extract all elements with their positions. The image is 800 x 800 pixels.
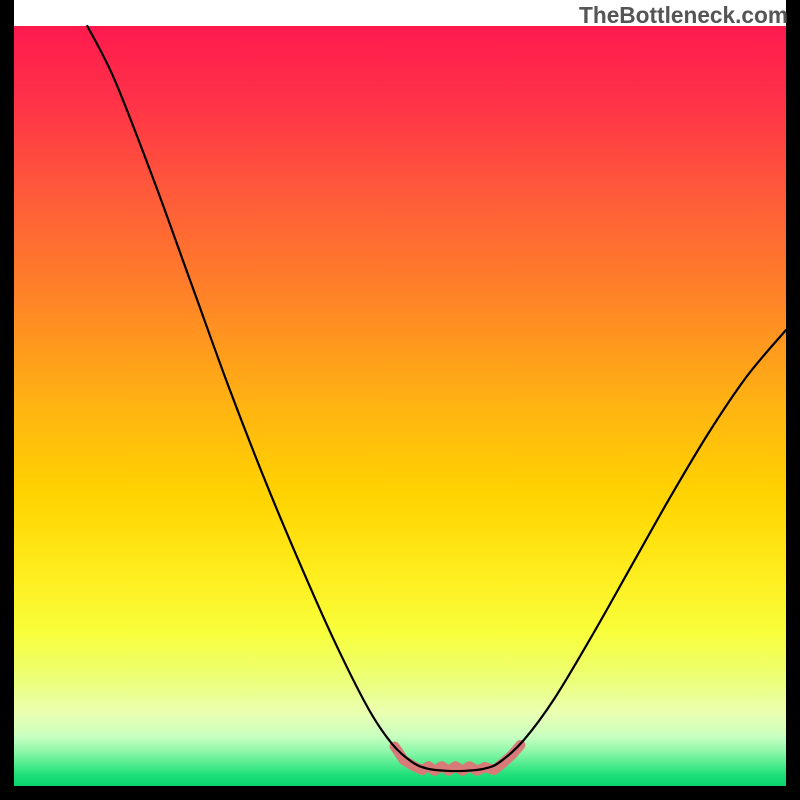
chart-container: TheBottleneck.com [0,0,800,800]
bottleneck-curve-chart [0,0,800,800]
watermark-label: TheBottleneck.com [579,2,788,29]
gradient-background [14,26,786,786]
